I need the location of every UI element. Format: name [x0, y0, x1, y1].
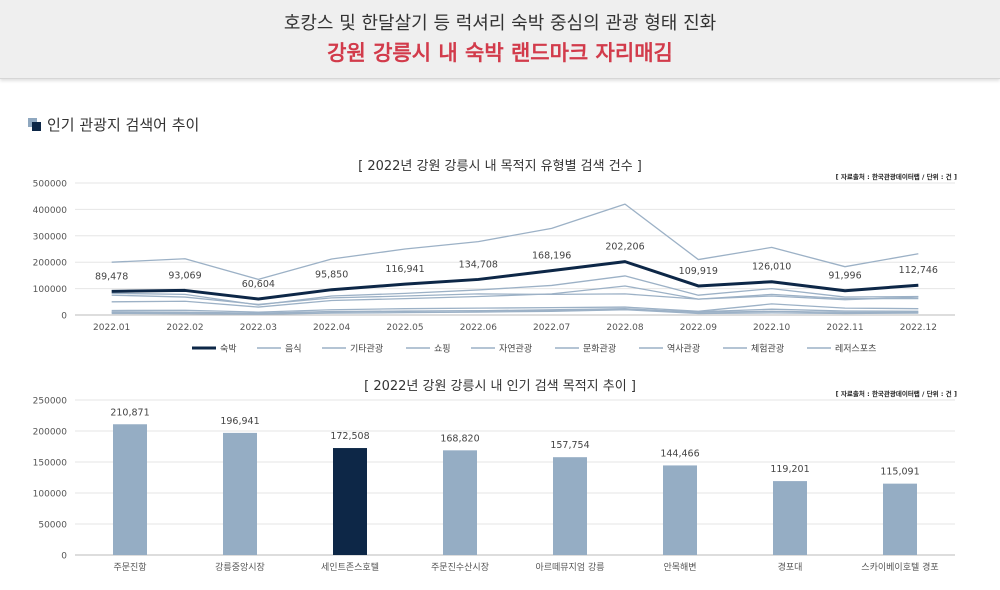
- legend-item: 문화관광: [555, 343, 616, 355]
- y-tick-label: 200000: [33, 428, 68, 438]
- x-tick-label: 2022.08: [606, 323, 643, 333]
- series-line-문화관광: [111, 303, 919, 313]
- legend-label: 문화관광: [583, 343, 616, 355]
- legend-item: 숙박: [192, 344, 237, 355]
- x-tick-label: 2022.07: [533, 323, 570, 333]
- header-subtitle: 호캉스 및 한달살기 등 럭셔리 숙박 중심의 관광 형태 진화: [283, 13, 717, 34]
- header-title: 강원 강릉시 내 숙박 랜드마크 자리매김: [327, 41, 673, 65]
- legend-label: 기타관광: [350, 343, 383, 355]
- data-label: 157,754: [550, 440, 589, 451]
- data-label: 60,604: [242, 279, 275, 290]
- legend-label: 숙박: [220, 344, 237, 355]
- bar-아르떼뮤지엄 강릉: [553, 457, 587, 555]
- section-title: 인기 관광지 검색어 추이: [28, 114, 199, 135]
- data-label: 95,850: [315, 270, 348, 281]
- y-tick-label: 300000: [33, 232, 68, 242]
- series-line-음식: [111, 203, 919, 281]
- chart-source: [ 자료출처 : 한국관광데이터랩 / 단위 : 건 ]: [836, 389, 957, 398]
- legend-item: 체험관광: [723, 343, 784, 355]
- legend-item: 자연관광: [471, 343, 532, 355]
- data-label: 93,069: [168, 270, 201, 281]
- legend-item: 역사관광: [639, 343, 700, 355]
- x-tick-label: 2022.04: [313, 323, 350, 333]
- x-tick-label: 주문진항: [113, 562, 146, 573]
- y-tick-label: 150000: [33, 459, 68, 469]
- page-header: 호캉스 및 한달살기 등 럭셔리 숙박 중심의 관광 형태 진화 강원 강릉시 …: [0, 0, 1000, 79]
- line-chart: [ 2022년 강원 강릉시 내 목적지 유형별 검색 건수 ] [ 자료출처 :…: [33, 159, 957, 355]
- chart-title: [ 2022년 강원 강릉시 내 목적지 유형별 검색 건수 ]: [358, 159, 642, 174]
- x-tick-label: 강릉중앙시장: [215, 561, 265, 573]
- y-tick-label: 0: [61, 552, 67, 562]
- data-label: 126,010: [752, 262, 791, 273]
- bar-chart: [ 2022년 강원 강릉시 내 인기 검색 목적지 추이 ] [ 자료출처 : …: [33, 379, 957, 573]
- data-label: 196,941: [220, 416, 259, 427]
- series-line-쇼핑: [111, 285, 919, 308]
- data-label: 202,206: [605, 242, 644, 253]
- x-tick-label: 주문진수산시장: [431, 562, 489, 573]
- data-label: 89,478: [95, 271, 128, 282]
- x-tick-label: 2022.05: [386, 323, 423, 333]
- x-tick-label: 2022.03: [240, 323, 277, 333]
- y-tick-label: 500000: [33, 180, 68, 190]
- legend-label: 체험관광: [751, 343, 784, 355]
- data-label: 134,708: [459, 259, 498, 270]
- y-tick-label: 100000: [33, 285, 68, 295]
- x-tick-label: 2022.10: [753, 323, 790, 333]
- x-tick-label: 스카이베이호텔 경포: [861, 561, 938, 573]
- y-tick-label: 100000: [33, 490, 68, 500]
- x-tick-label: 2022.09: [680, 323, 717, 333]
- bar-스카이베이호텔 경포: [883, 483, 917, 555]
- square-bullet-icon: [28, 118, 41, 131]
- x-tick-label: 아르떼뮤지엄 강릉: [535, 561, 604, 573]
- bar-강릉중앙시장: [223, 432, 257, 555]
- data-label: 109,919: [679, 266, 718, 277]
- x-tick-label: 세인트존스호텔: [321, 561, 379, 573]
- bar-안목해변: [663, 465, 697, 555]
- bar-세인트존스호텔: [333, 448, 367, 555]
- data-label: 168,196: [532, 251, 571, 262]
- x-tick-label: 2022.12: [900, 323, 937, 333]
- data-label: 91,996: [828, 271, 861, 282]
- series-line-체험관광: [111, 308, 919, 315]
- y-tick-label: 50000: [38, 521, 67, 531]
- bar-주문진항: [113, 424, 147, 555]
- x-tick-label: 2022.02: [166, 323, 203, 333]
- series-line-자연관광: [111, 293, 919, 306]
- x-tick-label: 안목해변: [663, 562, 696, 573]
- y-tick-label: 0: [61, 312, 67, 322]
- data-label: 168,820: [440, 433, 479, 444]
- legend-label: 쇼핑: [434, 344, 451, 355]
- bar-경포대: [773, 481, 807, 555]
- data-label: 172,508: [330, 431, 369, 442]
- legend-item: 레저스포츠: [807, 344, 876, 355]
- legend-item: 기타관광: [322, 343, 383, 355]
- y-tick-label: 200000: [33, 259, 68, 269]
- x-tick-label: 2022.01: [93, 323, 130, 333]
- y-tick-label: 400000: [33, 206, 68, 216]
- data-label: 115,091: [880, 467, 919, 478]
- series-line-기타관광: [111, 275, 919, 306]
- series-line-레저스포츠: [111, 309, 919, 315]
- data-label: 119,201: [770, 464, 809, 475]
- chart-title: [ 2022년 강원 강릉시 내 인기 검색 목적지 추이 ]: [364, 379, 636, 394]
- x-tick-label: 2022.06: [460, 323, 497, 333]
- y-tick-label: 250000: [33, 397, 68, 407]
- legend-item: 쇼핑: [406, 344, 451, 355]
- chart-source: [ 자료출처 : 한국관광데이터랩 / 단위 : 건 ]: [836, 172, 957, 181]
- data-label: 210,871: [110, 407, 149, 418]
- series-line-숙박: [111, 260, 919, 301]
- data-label: 116,941: [385, 264, 424, 275]
- data-label: 144,466: [660, 448, 699, 459]
- x-tick-label: 경포대: [778, 561, 803, 573]
- legend-label: 자연관광: [499, 343, 532, 355]
- data-label: 112,746: [899, 265, 938, 276]
- section-title-text: 인기 관광지 검색어 추이: [47, 116, 200, 134]
- x-tick-label: 2022.11: [826, 323, 863, 333]
- bar-주문진수산시장: [443, 450, 477, 555]
- legend-label: 음식: [285, 344, 302, 355]
- legend-label: 역사관광: [667, 343, 700, 355]
- legend-item: 음식: [257, 344, 302, 355]
- legend-label: 레저스포츠: [835, 344, 876, 355]
